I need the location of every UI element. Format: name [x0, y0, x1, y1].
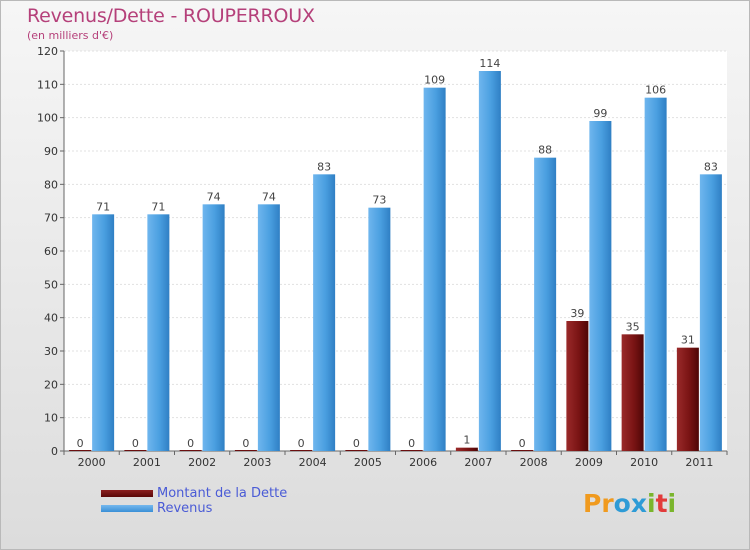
x-tick-label: 2001	[133, 456, 161, 469]
chart-subtitle: (en milliers d'€)	[27, 29, 114, 42]
bar-revenus	[589, 121, 612, 451]
bar-revenus	[534, 157, 557, 451]
data-label-revenus: 106	[645, 84, 666, 97]
data-label-revenus: 114	[479, 57, 500, 70]
bar-revenus	[202, 204, 225, 451]
data-label-dette: 0	[519, 437, 526, 450]
y-tick-label: 20	[44, 378, 58, 391]
data-label-dette: 0	[408, 437, 415, 450]
x-tick-label: 2011	[685, 456, 713, 469]
bar-dette	[566, 321, 589, 451]
data-label-dette: 0	[77, 437, 84, 450]
x-tick-label: 2006	[409, 456, 437, 469]
bar-revenus	[478, 71, 501, 451]
bar-dette	[676, 347, 699, 451]
bar-revenus	[147, 214, 170, 451]
chart-title: Revenus/Dette - ROUPERROUX	[27, 5, 315, 27]
legend-swatch-revenus	[101, 505, 153, 512]
logo-letter: i	[667, 489, 677, 518]
x-tick-label: 2000	[78, 456, 106, 469]
x-tick-label: 2003	[243, 456, 271, 469]
x-tick-label: 2004	[299, 456, 327, 469]
data-label-dette: 0	[187, 437, 194, 450]
logo-letter: o	[613, 489, 631, 518]
data-label-dette: 1	[463, 434, 470, 447]
bar-dette	[621, 334, 644, 451]
data-label-dette: 31	[681, 334, 695, 347]
logo-letter: x	[630, 489, 647, 518]
data-label-revenus: 73	[372, 194, 386, 207]
data-label-revenus: 99	[593, 107, 607, 120]
data-label-dette: 39	[570, 307, 584, 320]
bar-revenus	[423, 87, 446, 452]
bar-revenus	[313, 174, 336, 452]
bar-revenus	[644, 97, 667, 452]
y-tick-label: 90	[44, 145, 58, 158]
y-tick-label: 80	[44, 178, 58, 191]
data-label-dette: 35	[626, 320, 640, 333]
data-label-revenus: 109	[424, 74, 445, 87]
legend-label-revenus: Revenus	[157, 501, 213, 516]
y-tick-label: 70	[44, 212, 58, 225]
data-label-revenus: 83	[317, 160, 331, 173]
x-tick-label: 2007	[464, 456, 492, 469]
y-tick-label: 60	[44, 245, 58, 258]
data-label-revenus: 74	[262, 190, 276, 203]
logo-letter: t	[655, 489, 668, 518]
x-tick-label: 2002	[188, 456, 216, 469]
data-label-revenus: 74	[207, 190, 221, 203]
bar-revenus	[368, 207, 391, 451]
logo-letter: i	[647, 489, 656, 518]
legend-label-dette: Montant de la Dette	[157, 486, 288, 501]
data-label-revenus: 71	[96, 200, 110, 213]
data-label-revenus: 71	[151, 200, 165, 213]
proxiti-logo: Proxiti	[583, 489, 676, 518]
x-tick-label: 2009	[575, 456, 603, 469]
bar-dette	[455, 447, 478, 451]
bar-revenus	[92, 214, 115, 451]
legend-swatch-dette	[101, 490, 153, 497]
y-tick-label: 110	[37, 78, 58, 91]
y-tick-label: 0	[51, 445, 58, 458]
data-label-dette: 0	[132, 437, 139, 450]
bar-revenus	[699, 174, 722, 452]
logo-letter: r	[601, 489, 614, 518]
logo-letter: P	[583, 489, 602, 518]
x-tick-label: 2008	[520, 456, 548, 469]
data-label-dette: 0	[298, 437, 305, 450]
x-tick-label: 2010	[630, 456, 658, 469]
data-label-dette: 0	[353, 437, 360, 450]
data-label-revenus: 88	[538, 144, 552, 157]
y-tick-label: 40	[44, 312, 58, 325]
y-tick-label: 10	[44, 412, 58, 425]
y-tick-label: 100	[37, 112, 58, 125]
data-label-revenus: 83	[704, 160, 718, 173]
y-tick-label: 50	[44, 278, 58, 291]
x-tick-label: 2005	[354, 456, 382, 469]
y-tick-label: 120	[37, 45, 58, 58]
y-tick-label: 30	[44, 345, 58, 358]
data-label-dette: 0	[242, 437, 249, 450]
bar-revenus	[257, 204, 280, 451]
